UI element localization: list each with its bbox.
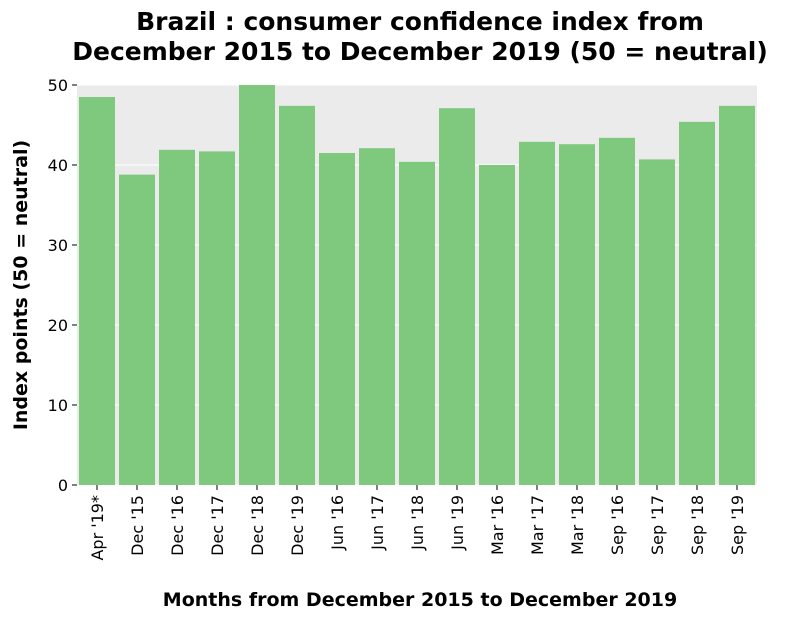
- x-tick-label: Mar '17: [528, 495, 547, 555]
- x-tick-label: Dec '17: [208, 495, 227, 556]
- bar: [79, 97, 115, 485]
- x-axis-label: Months from December 2015 to December 20…: [163, 589, 677, 611]
- y-tick-label: 20: [48, 316, 68, 335]
- x-tick-label: Sep '19: [728, 495, 747, 555]
- x-tick-label: Mar '16: [488, 495, 507, 555]
- y-tick-label: 50: [48, 76, 68, 95]
- bar: [159, 149, 195, 486]
- x-tick-label: Sep '16: [608, 495, 627, 555]
- x-tick-label: Sep '18: [688, 495, 707, 555]
- bar: [719, 105, 755, 486]
- x-tick-label: Jun '16: [328, 495, 347, 551]
- x-tick-label: Jun '18: [408, 495, 427, 551]
- y-tick-label: 10: [48, 396, 68, 415]
- x-axis-ticks: Apr '19* Dec '15 Dec '16 Dec '17 Dec '18 Dec …: [88, 485, 747, 561]
- bar: [319, 153, 355, 485]
- x-tick-label: Apr '19*: [88, 495, 107, 561]
- bar: [359, 148, 395, 485]
- chart-title-line1: Brazil : consumer confidence index from: [136, 7, 704, 36]
- y-tick-label: 0: [58, 476, 68, 495]
- bar: [559, 144, 595, 485]
- bar: [479, 165, 515, 485]
- bar: [199, 151, 235, 485]
- bars: [79, 85, 755, 486]
- bar: [679, 121, 715, 486]
- bar: [639, 159, 675, 485]
- chart-title-line2: December 2015 to December 2019 (50 = neu…: [72, 37, 768, 66]
- bar: [399, 161, 435, 486]
- x-tick-label: Mar '18: [568, 495, 587, 555]
- x-tick-label: Jun '19: [448, 495, 467, 551]
- bar: [239, 85, 275, 485]
- y-axis-label: Index points (50 = neutral): [10, 140, 32, 430]
- y-tick-label: 40: [48, 156, 68, 175]
- x-tick-label: Dec '16: [168, 495, 187, 556]
- bar: [119, 174, 155, 485]
- bar: [439, 108, 475, 485]
- x-tick-label: Dec '19: [288, 495, 307, 556]
- bar: [279, 105, 315, 486]
- x-tick-label: Dec '18: [248, 495, 267, 556]
- x-tick-label: Jun '17: [368, 495, 387, 551]
- y-tick-label: 30: [48, 236, 68, 255]
- x-tick-label: Sep '17: [648, 495, 667, 555]
- bar: [519, 141, 555, 486]
- x-tick-label: Dec '15: [128, 495, 147, 556]
- y-axis-ticks: 0 10 20 30 40 50: [48, 76, 77, 495]
- bar: [599, 137, 635, 486]
